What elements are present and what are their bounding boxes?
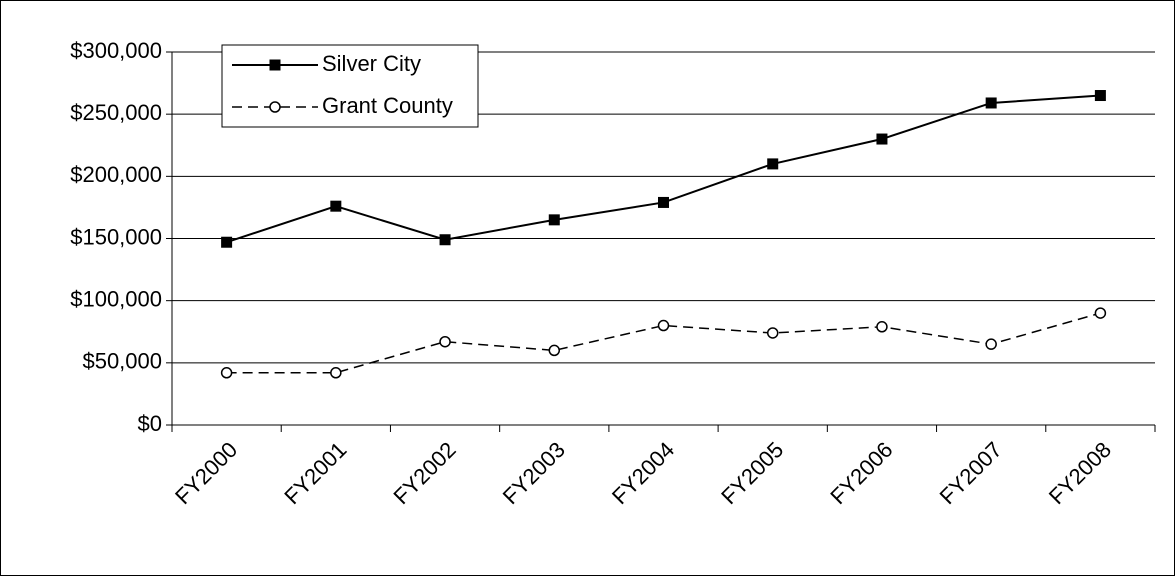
data-point — [330, 367, 342, 379]
data-point — [439, 335, 451, 348]
data-point — [876, 133, 888, 145]
y-tick-label: $300,000 — [70, 38, 162, 63]
legend-label: Grant County — [322, 93, 453, 118]
data-point — [985, 338, 997, 350]
legend: Silver City Grant County — [221, 44, 479, 128]
y-tick-label: $50,000 — [82, 349, 162, 374]
data-point — [548, 214, 560, 226]
data-point — [658, 196, 669, 208]
data-point — [330, 200, 342, 212]
data-point — [1094, 307, 1107, 319]
series-line — [226, 312, 1101, 374]
data-point — [220, 367, 233, 379]
data-point — [657, 319, 670, 332]
data-point — [439, 234, 451, 246]
data-point — [221, 236, 233, 248]
data-point — [766, 327, 779, 339]
data-point — [1094, 90, 1106, 102]
y-tick-label: $200,000 — [70, 162, 162, 187]
y-tick-label: $0 — [138, 411, 162, 436]
y-tick-label: $100,000 — [70, 286, 162, 311]
data-point — [985, 97, 997, 109]
y-tick-label: $150,000 — [70, 224, 162, 249]
data-point — [876, 321, 888, 333]
legend-box — [221, 44, 479, 128]
legend-marker — [269, 101, 281, 113]
y-tick-label: $250,000 — [70, 100, 162, 125]
legend-label: Silver City — [322, 51, 421, 76]
legend-marker — [269, 59, 281, 71]
data-point — [548, 344, 561, 357]
data-point — [767, 158, 779, 170]
